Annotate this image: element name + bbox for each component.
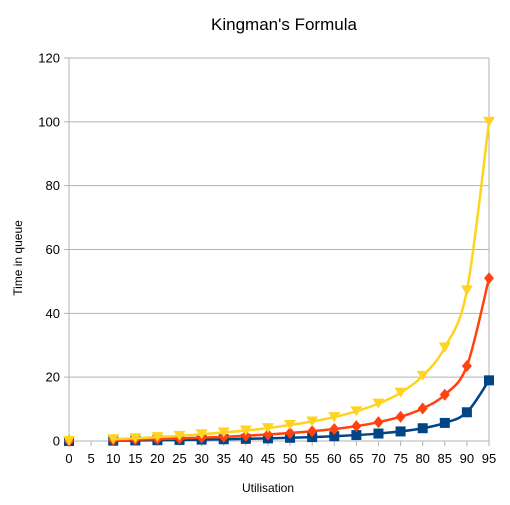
x-tick-label: 45 [261,451,275,466]
series-2-point [285,427,296,440]
series-1-point [351,430,362,441]
series-2-point [307,425,318,438]
y-tick-label: 80 [46,178,60,193]
series-1-point [417,423,428,434]
y-tick-label: 20 [46,370,60,385]
x-tick-label: 95 [482,451,496,466]
axes [68,58,490,446]
x-tick-label: 50 [283,451,297,466]
x-tick-label: 20 [150,451,164,466]
x-tick-label: 80 [415,451,429,466]
series-3-point [350,406,363,417]
series-3-point [416,370,429,381]
series-3-point [483,116,495,127]
chart-title: Kingman's Formula [211,15,357,34]
x-tick-label: 5 [87,451,94,466]
series-3 [63,116,495,446]
series-1-point [373,428,384,439]
series-2-point [373,416,384,429]
x-tick-label: 0 [65,451,72,466]
series-3-point [239,425,252,436]
y-axis-title: Time in queue [11,220,25,296]
x-tick-labels: 0 5 10 15 20 25 30 35 40 45 50 55 60 65 70 75 80 85 90 95 [65,451,496,466]
series-2-line [113,277,491,442]
x-tick-label: 85 [438,451,452,466]
series-3-point [460,285,473,296]
series-2-point [240,429,251,442]
x-tick-label: 40 [239,451,253,466]
series-2-point [329,423,340,436]
x-tick-label: 25 [172,451,186,466]
series-2 [64,272,494,447]
series-3-point [372,398,385,409]
series-2-point [417,402,428,415]
x-tick-label: 70 [371,451,385,466]
series-2-point [395,410,406,423]
series-3-point [173,430,186,441]
x-tick-label: 10 [106,451,120,466]
series-2-point [262,428,273,441]
series-3-point [261,423,274,434]
y-tick-labels: 0 20 40 60 80 100 120 [38,51,60,449]
series-1-point [461,407,472,418]
x-tick-label: 60 [327,451,341,466]
series-2-point [351,420,362,433]
x-tick-label: 65 [349,451,363,466]
y-tick-label: 0 [53,434,60,449]
series-1-point [329,431,340,442]
y-tick-label: 120 [38,51,60,66]
series-3-point [394,387,407,398]
y-tick-label: 100 [38,114,60,129]
series-3-point [284,420,297,431]
y-tick-label: 60 [46,242,60,257]
series-3-line [113,121,491,441]
series-1-point [484,375,494,386]
series-3-point [107,434,120,445]
x-tick-label: 55 [305,451,319,466]
x-tick-label: 15 [128,451,142,466]
x-tick-label: 75 [393,451,407,466]
x-tick-label: 90 [460,451,474,466]
series-3-point [328,412,341,423]
series-3-point [306,416,319,427]
x-axis-title: Utilisation [242,481,294,495]
series-1 [64,375,494,446]
series-1-point [395,426,406,437]
x-tick-label: 35 [217,451,231,466]
series-2-point [461,359,472,372]
y-gridlines [64,57,489,442]
x-tick-label: 30 [194,451,208,466]
series-3-point [63,436,75,446]
series-3-point [438,342,451,353]
series-3-point [195,429,208,440]
series-3-point [129,433,142,444]
series-2-point [484,272,494,285]
y-tick-label: 40 [46,306,60,321]
series-3-point [217,427,230,438]
series-1-point [439,417,450,428]
series-3-point [151,432,164,443]
plot-series [63,116,495,447]
series-2-point [439,388,450,401]
